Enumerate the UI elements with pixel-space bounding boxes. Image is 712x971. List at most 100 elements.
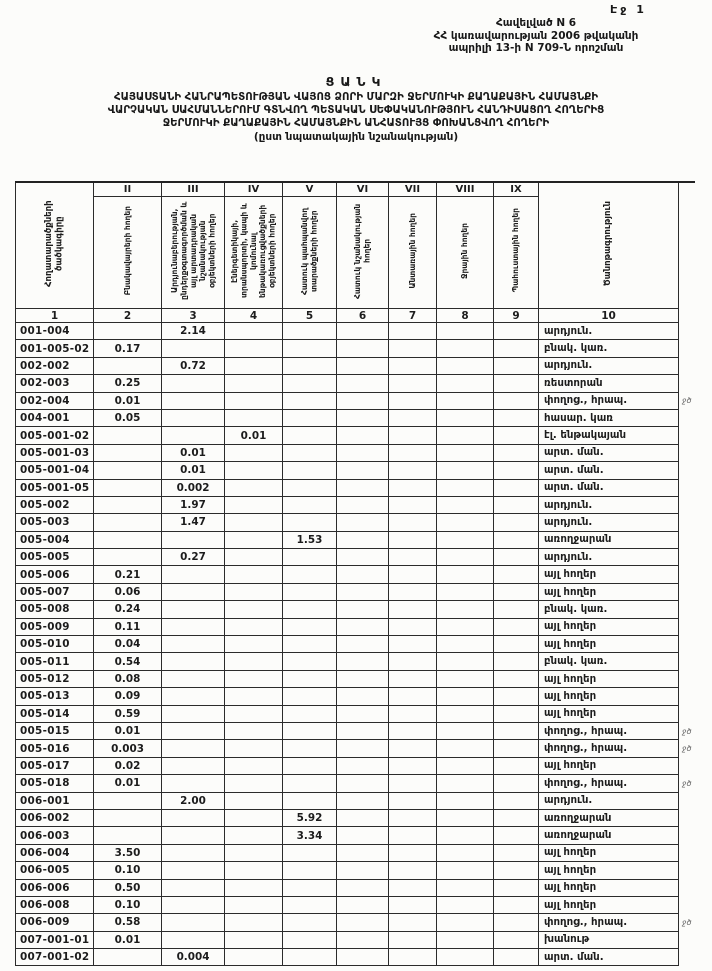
value-cell: [224, 948, 283, 967]
margin-mark: ջծ: [682, 726, 692, 736]
value-cell: 0.04: [93, 635, 162, 654]
value-cell: [336, 774, 389, 793]
value-cell: [282, 391, 337, 410]
margin-mark: [679, 357, 695, 374]
roman-numeral: VI: [336, 181, 389, 197]
value-cell: [493, 808, 539, 828]
value-cell: [282, 635, 337, 654]
value-cell: [436, 774, 494, 793]
value-cell: [436, 791, 494, 810]
value-cell: [282, 461, 337, 480]
value-cell: [493, 687, 539, 706]
value-cell: [282, 913, 337, 932]
value-cell: [493, 391, 539, 410]
value-cell: [224, 635, 283, 654]
value-cell: [436, 617, 494, 637]
value-cell: 0.58: [93, 913, 162, 932]
code-cell: 005-010: [15, 635, 94, 654]
value-cell: [336, 321, 389, 341]
value-cell: [161, 774, 225, 793]
value-cell: [436, 635, 494, 654]
value-cell: [436, 321, 494, 341]
code-cell: 005-013: [15, 687, 94, 706]
value-cell: [282, 652, 337, 671]
column-number: 4: [224, 308, 283, 323]
value-cell: [282, 582, 337, 602]
value-cell: [388, 530, 437, 550]
value-cell: [336, 843, 389, 863]
value-cell: [493, 826, 539, 845]
note-cell: այլ հողեր: [538, 617, 679, 637]
code-cell: 005-007: [15, 582, 94, 602]
category-column-header-label: Պահուստային հողեր: [511, 208, 521, 293]
value-cell: [93, 356, 162, 376]
value-cell: [388, 391, 437, 410]
value-cell: [436, 461, 494, 480]
value-cell: [93, 791, 162, 810]
value-cell: [282, 495, 337, 515]
value-cell: 2.00: [161, 791, 225, 810]
table-row: 006-006 0.50 այլ հողեր: [15, 878, 695, 897]
margin-mark: [679, 409, 695, 426]
value-cell: [388, 374, 437, 393]
value-cell: [436, 843, 494, 863]
value-cell: [93, 426, 162, 445]
value-cell: [161, 704, 225, 723]
category-column-header: Հատուկ պահպանվող տարածքների հողեր: [282, 196, 337, 309]
table-row: 005-011 0.54 բնակ. կառ.: [15, 652, 695, 671]
value-cell: [388, 426, 437, 445]
margin-mark: ջծ: [682, 917, 692, 927]
value-cell: [388, 808, 437, 828]
value-cell: [336, 808, 389, 828]
value-cell: [436, 356, 494, 376]
document-title-block: ՑԱՆԿ ՀԱՅԱՍՏԱՆԻ ՀԱՆՐԱՊԵՏՈՒԹՅԱՆ ՎԱՅՈՑ ՁՈՐԻ…: [0, 74, 712, 143]
value-cell: [336, 495, 389, 515]
value-cell: [224, 861, 283, 880]
value-cell: [388, 861, 437, 880]
value-cell: [436, 565, 494, 584]
value-cell: [224, 391, 283, 410]
margin-mark: [679, 514, 695, 531]
code-cell: 005-001-04: [15, 461, 94, 480]
value-cell: [493, 513, 539, 532]
value-cell: [282, 861, 337, 880]
margin-mark: [679, 444, 695, 461]
title-subtitle: (ըստ նպատակային նշանակության): [253, 131, 459, 144]
value-cell: [388, 652, 437, 671]
note-cell: այլ հողեր: [538, 687, 679, 706]
value-cell: [224, 461, 283, 480]
value-cell: [161, 408, 225, 428]
value-cell: [224, 600, 283, 619]
value-cell: [436, 913, 494, 932]
value-cell: [93, 548, 162, 567]
value-cell: [336, 895, 389, 915]
value-cell: [336, 878, 389, 897]
value-cell: [388, 721, 437, 741]
value-cell: [436, 600, 494, 619]
value-cell: 0.54: [93, 652, 162, 671]
code-cell: 005-008: [15, 600, 94, 619]
note-cell: այլ հողեր: [538, 878, 679, 897]
code-cell: 005-004: [15, 530, 94, 550]
table-row: 001-005-02 0.17 բնակ. կառ.: [15, 339, 695, 358]
value-cell: 0.01: [93, 391, 162, 410]
value-cell: [336, 791, 389, 810]
table-row: 005-008 0.24 բնակ. կառ.: [15, 600, 695, 619]
code-cell: 005-006: [15, 565, 94, 584]
value-cell: [388, 635, 437, 654]
note-cell: բնակ. կառ.: [538, 600, 679, 619]
value-cell: [224, 443, 283, 463]
value-cell: [493, 530, 539, 550]
value-cell: [388, 739, 437, 758]
value-cell: [436, 582, 494, 602]
value-cell: [336, 582, 389, 602]
value-cell: [436, 339, 494, 358]
table-row: 005-004 1.53 առողջարան: [15, 530, 695, 550]
value-cell: [161, 826, 225, 845]
margin-mark: [679, 375, 695, 392]
category-column-header: Ջրային հողեր: [436, 196, 494, 309]
value-cell: [282, 374, 337, 393]
value-cell: [224, 913, 283, 932]
value-cell: [436, 721, 494, 741]
code-cell: 006-002: [15, 808, 94, 828]
